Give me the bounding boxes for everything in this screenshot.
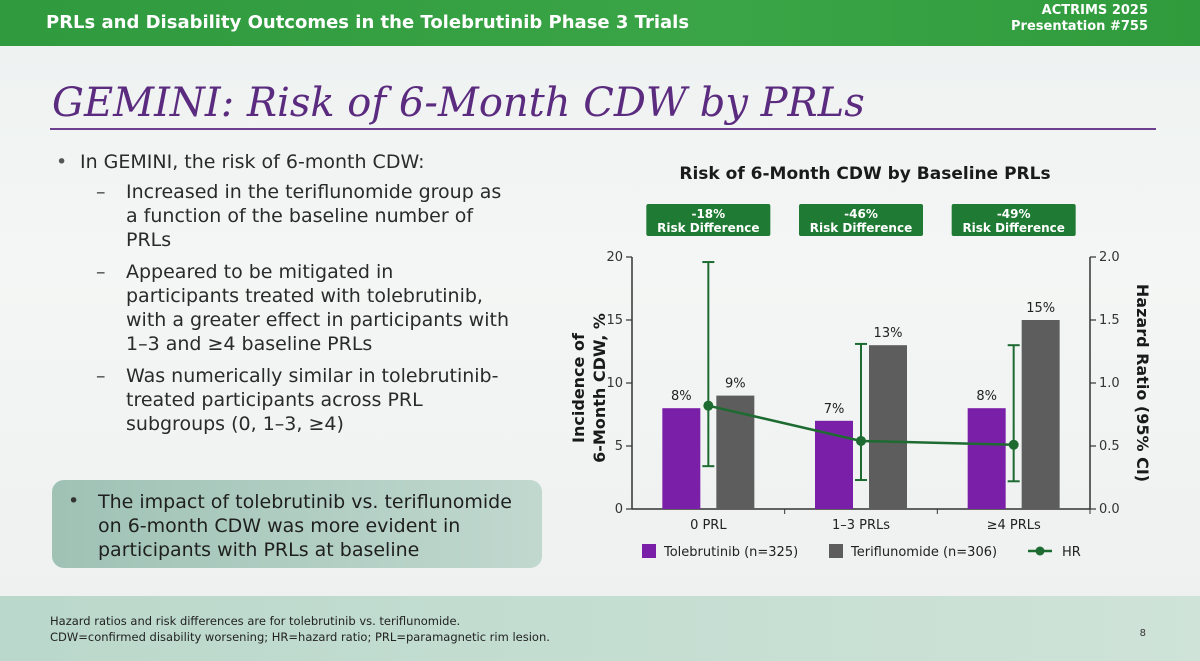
y-axis-left-label-line2: 6-Month CDW, % [590, 313, 609, 463]
bar-teriflunomide [1021, 320, 1060, 509]
risk-difference-label: Risk Difference [962, 221, 1064, 235]
conference-name: ACTRIMS 2025 [1041, 3, 1148, 18]
risk-difference-badge: -46%Risk Difference [799, 204, 923, 236]
bar-data-label: 8% [671, 389, 692, 404]
y-tick-label-left: 0 [615, 502, 623, 517]
y-axis-left-label-line1: Incidence of [569, 332, 588, 443]
legend-label-tolebrutinib: Tolebrutinib (n=325) [663, 545, 798, 560]
risk-difference-label: Risk Difference [657, 221, 759, 235]
y-tick-label-right: 1.5 [1099, 313, 1120, 328]
legend-label-teriflunomide: Teriflunomide (n=306) [850, 545, 997, 560]
hr-point [856, 435, 866, 446]
y-tick-label-left: 15 [606, 313, 623, 328]
callout-bullet: • [68, 490, 80, 512]
sub-bullet: Appeared to be mitigated in participants… [50, 260, 510, 356]
x-tick-label: ≥4 PRLs [987, 518, 1041, 533]
chart-bars: 8% 7% 8% 9% 13% 15% [662, 301, 1060, 509]
legend-label-hr: HR [1062, 545, 1081, 560]
legend-swatch-tolebrutinib [642, 544, 656, 558]
risk-difference-value: -46% [844, 207, 878, 221]
page-number: 8 [1139, 628, 1146, 639]
bar-teriflunomide [869, 345, 907, 509]
y-tick-label-left: 10 [606, 376, 623, 391]
sub-bullet: Was numerically similar in tolebrutinib-… [50, 364, 510, 436]
chart-title: Risk of 6-Month CDW by Baseline PRLs [679, 164, 1050, 184]
conference-info: ACTRIMS 2025 Presentation #755 [1011, 3, 1148, 35]
legend-marker-hr [1035, 546, 1045, 556]
y-tick-label-left: 5 [615, 439, 623, 454]
y-tick-label-right: 0.5 [1099, 439, 1120, 454]
header-bar: PRLs and Disability Outcomes in the Tole… [0, 0, 1200, 46]
bar-data-label: 15% [1026, 301, 1055, 316]
slide-title: GEMINI: Risk of 6-Month CDW by PRLs [52, 80, 865, 126]
bar-data-label: 9% [725, 377, 746, 392]
bar-tolebrutinib [967, 408, 1006, 509]
hr-point [703, 400, 714, 411]
y-tick-label-left: 20 [606, 250, 623, 265]
y-tick-label-right: 0.0 [1099, 502, 1120, 517]
title-divider [50, 128, 1156, 130]
risk-difference-box [951, 204, 1076, 236]
hr-point [1008, 439, 1019, 450]
bar-data-label: 13% [874, 326, 903, 341]
chart-legend: Tolebrutinib (n=325) Teriflunomide (n=306… [642, 544, 1081, 560]
x-tick-label: 1–3 PRLs [832, 518, 890, 533]
risk-difference-value: -49% [997, 207, 1031, 221]
bar-data-label: 7% [824, 402, 845, 417]
hazard-ratio-series [702, 261, 1020, 483]
callout-box: • The impact of tolebrutinib vs. teriflu… [52, 480, 542, 568]
bar-data-label: 8% [976, 389, 997, 404]
y-axis-right-label: Hazard Ratio (95% CI) [1133, 284, 1152, 482]
risk-difference-box [646, 204, 771, 236]
bar-tolebrutinib [662, 408, 701, 509]
risk-difference-label: Risk Difference [810, 221, 912, 235]
y-tick-label-right: 2.0 [1099, 250, 1120, 265]
footnote-line-1: Hazard ratios and risk differences are f… [50, 614, 461, 628]
header-title: PRLs and Disability Outcomes in the Tole… [46, 12, 690, 33]
risk-difference-box [799, 204, 923, 236]
risk-difference-badge: -18%Risk Difference [646, 204, 771, 236]
bullet-main: In GEMINI, the risk of 6-month CDW: [50, 150, 510, 174]
chart-axes: 0 5 10 15 20 0.0 0.5 1.0 1.5 2.0 0 PRL 1–3 PRLs ≥4 P… [606, 250, 1119, 533]
footnote-line-2: CDW=confirmed disability worsening; HR=h… [50, 630, 550, 644]
sub-bullet: Increased in the teriflunomide group as … [50, 180, 510, 252]
legend-swatch-teriflunomide [829, 544, 843, 558]
footer: Hazard ratios and risk differences are f… [0, 596, 1200, 661]
risk-difference-badge: -49%Risk Difference [951, 204, 1076, 236]
x-tick-label: 0 PRL [690, 518, 727, 533]
callout-text: The impact of tolebrutinib vs. terifluno… [98, 491, 512, 561]
presentation-number: Presentation #755 [1011, 19, 1148, 34]
y-tick-label-right: 1.0 [1099, 376, 1120, 391]
bullet-list: In GEMINI, the risk of 6-month CDW: Incr… [50, 150, 510, 444]
y-axis-left-label: Incidence of 6-Month CDW, % [569, 313, 609, 463]
risk-difference-boxes: -18%Risk Difference-46%Risk Difference-4… [646, 204, 1076, 236]
risk-difference-value: -18% [691, 207, 725, 221]
